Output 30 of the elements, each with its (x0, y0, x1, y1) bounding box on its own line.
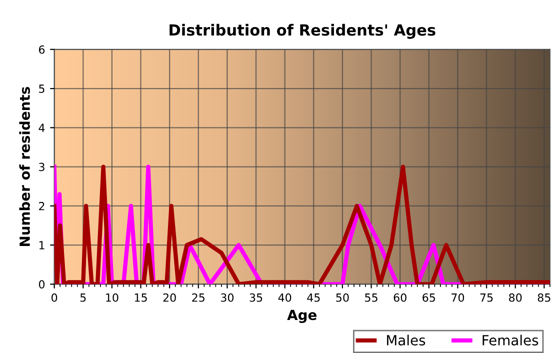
x-tick-label: 45 (307, 294, 320, 302)
x-tick-label: 55 (365, 294, 378, 302)
x-tick-label: 75 (480, 294, 493, 302)
x-tick-label: 5 (80, 294, 86, 302)
chart-title: Distribution of Residents' Ages (170, 24, 436, 39)
y-tick-label: 6 (39, 45, 45, 54)
x-tick-label: 30 (220, 293, 234, 302)
x-tick-label: 40 (278, 293, 292, 302)
x-tick-label: 20 (163, 293, 176, 302)
x-tick-label: 70 (452, 293, 464, 302)
y-tick-label: 2 (39, 202, 44, 210)
y-tick-label: 5 (39, 84, 44, 93)
x-tick-label: 50 (336, 293, 349, 302)
x-tick-label: 25 (192, 293, 204, 302)
x-tick-label: 65 (422, 293, 435, 302)
y-tick-label: 1 (39, 241, 44, 250)
y-tick-label: 0 (38, 280, 45, 289)
legend-label: Males (387, 334, 426, 346)
legend-label: Females (482, 334, 538, 346)
x-axis-title: Age (287, 310, 317, 323)
x-tick-label: 85 (538, 293, 550, 302)
x-tick-label: 80 (509, 293, 522, 302)
y-axis-title: Number of residents (19, 87, 30, 246)
x-tick-label: 60 (394, 293, 406, 302)
x-tick-label: 10 (106, 293, 118, 302)
x-tick-label: 35 (250, 293, 262, 302)
y-tick-label: 3 (39, 162, 44, 172)
x-tick-label: 15 (134, 294, 147, 302)
y-tick-label: 4 (38, 124, 45, 132)
x-tick-label: 0 (52, 293, 58, 302)
